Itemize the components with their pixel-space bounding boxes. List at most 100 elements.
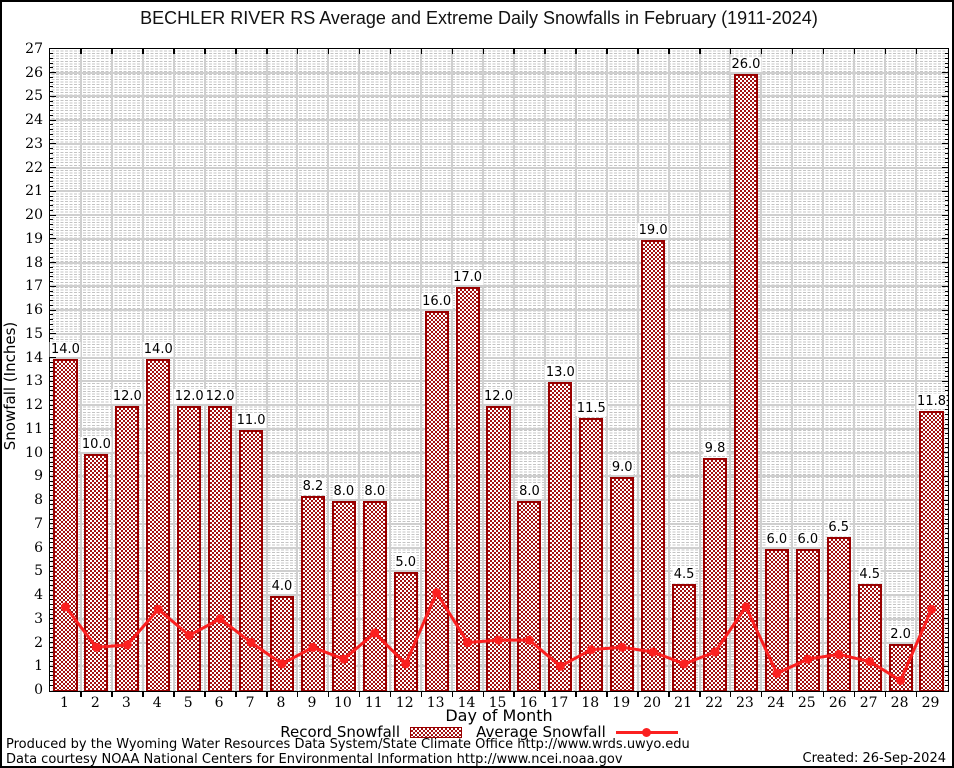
x-axis-title: Day of Month — [445, 706, 553, 725]
gridline-vertical — [915, 49, 918, 691]
y-tick — [50, 95, 56, 97]
x-tick — [296, 692, 299, 697]
y-tick — [50, 200, 53, 202]
y-tick — [945, 181, 948, 183]
y-tick — [945, 485, 948, 487]
y-tick — [50, 243, 53, 245]
average-point-day-19 — [617, 642, 627, 652]
y-tick — [945, 675, 948, 677]
x-tick — [884, 49, 887, 54]
y-tick — [942, 190, 948, 192]
y-tick — [945, 62, 948, 64]
x-tick-label: 4 — [152, 695, 162, 711]
y-tick — [945, 599, 948, 601]
y-tick — [50, 646, 53, 648]
average-point-day-28 — [896, 676, 906, 686]
x-tick — [822, 49, 825, 54]
average-point-day-1 — [60, 602, 70, 612]
y-tick — [945, 418, 948, 420]
x-tick — [575, 49, 577, 54]
y-tick — [945, 561, 948, 563]
y-tick — [945, 247, 948, 249]
x-tick — [606, 49, 608, 54]
y-tick — [945, 385, 948, 387]
x-tick — [884, 692, 887, 697]
x-tick — [111, 49, 113, 54]
y-tick — [50, 461, 53, 463]
x-tick-label: 29 — [921, 695, 940, 711]
y-tick — [50, 276, 53, 278]
y-tick — [50, 642, 56, 644]
y-tick — [50, 371, 53, 373]
bar-value-label: 14.0 — [142, 341, 174, 357]
y-tick — [945, 646, 948, 648]
y-tick — [945, 81, 948, 83]
y-tick-label: 12 — [25, 397, 43, 414]
legend-item-record: Record Snowfall — [280, 723, 463, 741]
y-tick — [50, 528, 53, 530]
gridline-horizontal — [50, 119, 948, 122]
gridline-horizontal — [50, 261, 948, 264]
y-tick-label: 26 — [25, 64, 43, 81]
y-tick — [945, 466, 948, 468]
y-tick-label: 27 — [25, 41, 43, 57]
average-point-day-17 — [555, 661, 565, 671]
x-tick-label: 8 — [276, 695, 286, 711]
y-tick — [945, 442, 948, 444]
y-tick — [50, 162, 53, 164]
y-tick — [50, 480, 53, 482]
gridline-vertical — [327, 49, 330, 691]
y-tick — [945, 195, 948, 197]
gridline-horizontal — [50, 309, 948, 312]
y-tick — [50, 81, 53, 83]
x-tick — [80, 49, 82, 54]
x-axis-tick-labels: 1 2 3 4 5 6 7 8 9 10 11 12 13 14 15 16 17 18 19 20 21 22 23 24 2… — [49, 695, 949, 711]
y-tick — [945, 376, 948, 378]
y-tick — [50, 129, 53, 131]
gridline-vertical — [605, 49, 608, 691]
y-tick — [50, 566, 53, 568]
y-tick — [50, 684, 53, 686]
average-point-day-15 — [494, 635, 503, 645]
y-tick — [945, 124, 948, 126]
y-tick — [50, 437, 53, 439]
y-tick — [945, 224, 948, 226]
y-tick — [50, 176, 53, 178]
y-tick — [942, 475, 948, 477]
gridline-horizontal — [50, 332, 948, 335]
y-tick — [945, 290, 948, 292]
y-tick — [50, 523, 56, 525]
y-tick — [50, 143, 56, 145]
x-tick — [822, 692, 825, 697]
average-line-swatch-icon — [615, 727, 678, 737]
bar-day-19 — [610, 477, 635, 691]
y-tick — [945, 461, 948, 463]
y-tick — [945, 661, 948, 662]
y-tick — [50, 157, 53, 159]
y-tick — [945, 176, 948, 178]
x-tick — [420, 692, 423, 697]
x-tick — [544, 692, 546, 697]
y-tick — [945, 110, 948, 112]
bar-value-label: 10.0 — [80, 436, 112, 452]
y-tick — [942, 665, 948, 667]
y-tick — [945, 300, 948, 302]
x-tick-label: 15 — [488, 695, 507, 711]
average-snowfall-line — [60, 588, 937, 686]
y-tick-label: 6 — [34, 539, 43, 556]
bar-value-label: 6.0 — [765, 531, 789, 547]
y-tick — [945, 447, 948, 449]
y-tick — [945, 471, 948, 473]
x-tick-label: 27 — [859, 695, 878, 711]
y-tick — [942, 357, 948, 359]
y-tick — [945, 266, 948, 268]
y-tick — [50, 100, 53, 102]
y-tick — [945, 390, 948, 392]
y-tick — [945, 608, 948, 610]
y-tick — [50, 247, 53, 249]
y-tick — [50, 233, 53, 235]
x-tick — [173, 692, 175, 697]
y-tick — [50, 618, 56, 620]
y-tick — [945, 518, 948, 520]
